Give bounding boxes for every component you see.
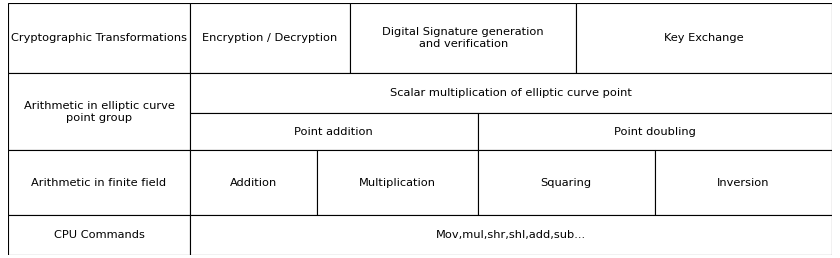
Bar: [190, 73, 832, 112]
Bar: [654, 150, 832, 215]
Bar: [576, 3, 832, 73]
Text: Key Exchange: Key Exchange: [664, 33, 743, 43]
Bar: [8, 150, 190, 215]
Text: Inversion: Inversion: [717, 178, 769, 188]
Bar: [478, 112, 832, 150]
Text: Cryptographic Transformations: Cryptographic Transformations: [11, 33, 187, 43]
Text: Arithmetic in elliptic curve
point group: Arithmetic in elliptic curve point group: [24, 101, 175, 123]
Text: Arithmetic in finite field: Arithmetic in finite field: [31, 178, 166, 188]
Text: Addition: Addition: [229, 178, 277, 188]
Text: Digital Signature generation
and verification: Digital Signature generation and verific…: [382, 27, 544, 49]
Bar: [8, 73, 190, 150]
Bar: [190, 3, 350, 73]
Text: Mov,mul,shr,shl,add,sub...: Mov,mul,shr,shl,add,sub...: [435, 230, 585, 240]
Text: Scalar multiplication of elliptic curve point: Scalar multiplication of elliptic curve …: [390, 88, 632, 98]
Bar: [190, 215, 832, 255]
Bar: [8, 215, 190, 255]
Bar: [478, 150, 654, 215]
Text: Point doubling: Point doubling: [614, 126, 696, 136]
Bar: [350, 3, 576, 73]
Bar: [190, 112, 478, 150]
Bar: [8, 3, 190, 73]
Bar: [190, 150, 318, 215]
Text: Encryption / Decryption: Encryption / Decryption: [202, 33, 338, 43]
Text: Squaring: Squaring: [541, 178, 591, 188]
Text: CPU Commands: CPU Commands: [54, 230, 144, 240]
Text: Multiplication: Multiplication: [359, 178, 436, 188]
Text: Point addition: Point addition: [294, 126, 373, 136]
Bar: [318, 150, 478, 215]
